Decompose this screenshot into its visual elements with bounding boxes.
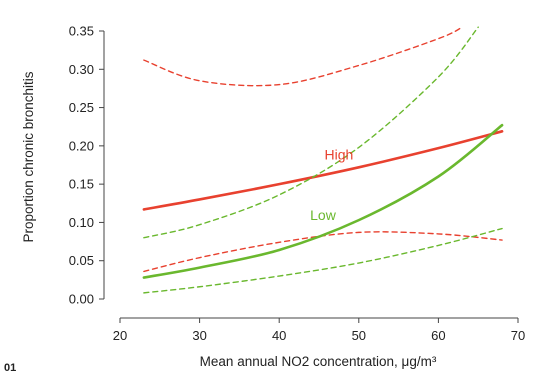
axes: 0.00 0.05 0.10 0.15 0.20 0.25 0.30 0.35 20 30 40 50… [69,24,526,344]
series-annotation: High [325,147,354,163]
x-tick-label: 70 [511,328,525,343]
x-tick-label: 20 [113,328,127,343]
x-tick-label: 50 [352,328,366,343]
corner-text: 01 [4,362,16,371]
y-tick-label: 0.05 [69,253,94,268]
y-tick-label: 0.25 [69,100,94,115]
ci-band-line-5 [143,227,503,294]
y-tick-label: 0.00 [69,292,94,307]
x-tick-label: 30 [192,328,206,343]
series-group [142,26,504,294]
x-tick-label: 40 [272,328,286,343]
y-tick-label: 0.10 [69,215,94,230]
ci-band-line-2 [143,231,503,273]
y-axis-label: Proportion chronic bronchitis [21,71,36,242]
x-axis-label: Mean annual NO2 concentration, μg/m³ [200,354,437,369]
ci-band-line-4 [143,26,479,239]
y-tick-label: 0.30 [69,62,94,77]
y-tick-label: 0.20 [69,138,94,153]
series-line-3 [142,123,504,279]
series-annotation: Low [310,207,337,223]
ci-band-line-1 [143,26,463,87]
annotations: High Low [310,147,353,223]
y-tick-label: 0.15 [69,177,94,192]
x-tick-label: 60 [431,328,445,343]
series-line-0 [142,130,504,211]
y-tick-label: 0.35 [69,24,94,39]
